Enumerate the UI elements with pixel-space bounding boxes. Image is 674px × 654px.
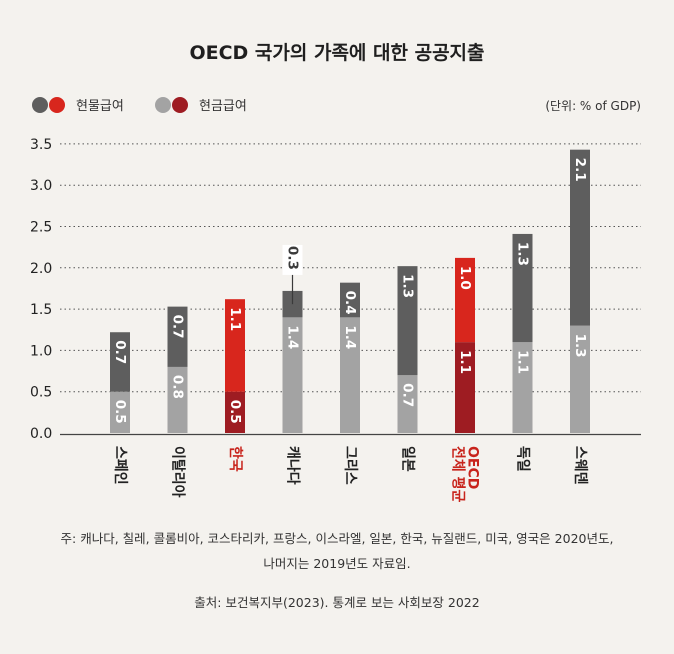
- footnote-line-1: 주: 캐나다, 칠레, 콜롬비아, 코스타리카, 프랑스, 이스라엘, 일본, …: [61, 531, 614, 546]
- bar-inkind-value-label: 0.3: [285, 246, 301, 270]
- y-axis: 0.0 0.5 1.0 1.5 2.0 2.5 3.0 3.5: [30, 137, 52, 442]
- bar-cash: [282, 317, 303, 433]
- bar-cash-value-label: 1.3: [572, 334, 588, 358]
- bar-inkind: [570, 149, 590, 326]
- bar-inkind: [512, 233, 533, 343]
- x-category-label: 일본: [400, 446, 416, 472]
- bar-inkind-value-label: 0.7: [112, 340, 128, 364]
- x-category-label: 그리스: [342, 446, 358, 485]
- bar-cash-value-label: 1.4: [285, 325, 301, 349]
- bar-inkind-value-label: 2.1: [572, 158, 588, 182]
- bar-cash: [340, 317, 360, 433]
- bar-inkind-value-label: 0.4: [342, 291, 358, 315]
- bar-cash: [397, 375, 418, 433]
- y-tick-label: 1.0: [30, 343, 52, 359]
- x-category-label: 전체 평균: [450, 446, 467, 503]
- bar-inkind-value-label: 1.1: [227, 307, 243, 331]
- legend-inkind-swatch-gray: [32, 97, 48, 113]
- bar-cash: [455, 342, 475, 433]
- y-tick-label: 2.0: [30, 261, 52, 277]
- x-category-label: 스페인: [112, 446, 129, 485]
- bar-cash-value-label: 0.7: [400, 383, 416, 407]
- bar-inkind-value-label: 1.3: [400, 274, 416, 298]
- bar-cash-value-label: 1.1: [457, 350, 473, 374]
- bar-inkind-value-label: 0.7: [170, 315, 186, 339]
- y-tick-label: 3.5: [30, 137, 52, 153]
- data-labels: 0.5 0.7 0.8 0.7 0.5 1.1 1.4 0.3 1.4 0.4 0.7 1.3 1.1 1…: [112, 158, 588, 424]
- legend-cash-label: 현금급여: [199, 99, 247, 114]
- legend: 현물급여 현금급여: [32, 97, 247, 114]
- x-category-label: 한국: [227, 446, 243, 472]
- bar-cash-value-label: 0.8: [170, 375, 186, 399]
- bar-inkind: [167, 306, 188, 367]
- x-axis: 스페인 이탈리아 한국 캐나다 그리스 일본 전체 평균 OECD 독일 스웨덴: [112, 446, 588, 503]
- bar-inkind: [455, 257, 475, 343]
- bar-cash-value-label: 0.5: [227, 400, 243, 424]
- bar-cash: [512, 342, 533, 433]
- bar-cash: [225, 391, 245, 433]
- bar-cash: [570, 325, 590, 433]
- x-category-label: 이탈리아: [170, 446, 187, 498]
- bars: [110, 149, 590, 433]
- chart-title: OECD 국가의 가족에 대한 공공지출: [189, 42, 484, 64]
- bar-cash-value-label: 1.1: [515, 350, 531, 374]
- legend-cash-swatch-red: [172, 97, 188, 113]
- x-category-label: OECD: [465, 446, 481, 489]
- y-tick-label: 0.0: [30, 426, 52, 442]
- bar-cash-value-label: 1.4: [342, 325, 358, 349]
- x-category-label: 독일: [515, 446, 531, 472]
- bar-inkind: [397, 266, 418, 376]
- y-tick-label: 0.5: [30, 385, 52, 401]
- bar-inkind: [340, 282, 360, 318]
- bar-cash: [110, 391, 130, 433]
- bar-inkind-value-label: 1.3: [515, 242, 531, 266]
- bar-inkind: [110, 332, 130, 392]
- source-note: 출처: 보건복지부(2023). 통계로 보는 사회보장 2022: [194, 595, 479, 610]
- bar-cash-value-label: 0.5: [112, 400, 128, 424]
- bar-inkind: [225, 299, 245, 392]
- y-tick-label: 3.0: [30, 178, 52, 194]
- bar-inkind-label-box: [282, 244, 303, 275]
- y-tick-label: 1.5: [30, 302, 52, 318]
- bar-inkind-value-label: 1.0: [457, 266, 473, 290]
- legend-inkind-swatch-red: [49, 97, 65, 113]
- footnote-line-2: 나머지는 2019년도 자료임.: [263, 556, 410, 571]
- unit-label: (단위: % of GDP): [545, 99, 641, 113]
- legend-cash-swatch-gray: [155, 97, 171, 113]
- y-tick-label: 2.5: [30, 220, 52, 236]
- bar-cash: [167, 366, 188, 433]
- legend-inkind-label: 현물급여: [76, 99, 124, 114]
- x-category-label: 스웨덴: [572, 446, 588, 485]
- x-category-label: 캐나다: [285, 446, 301, 485]
